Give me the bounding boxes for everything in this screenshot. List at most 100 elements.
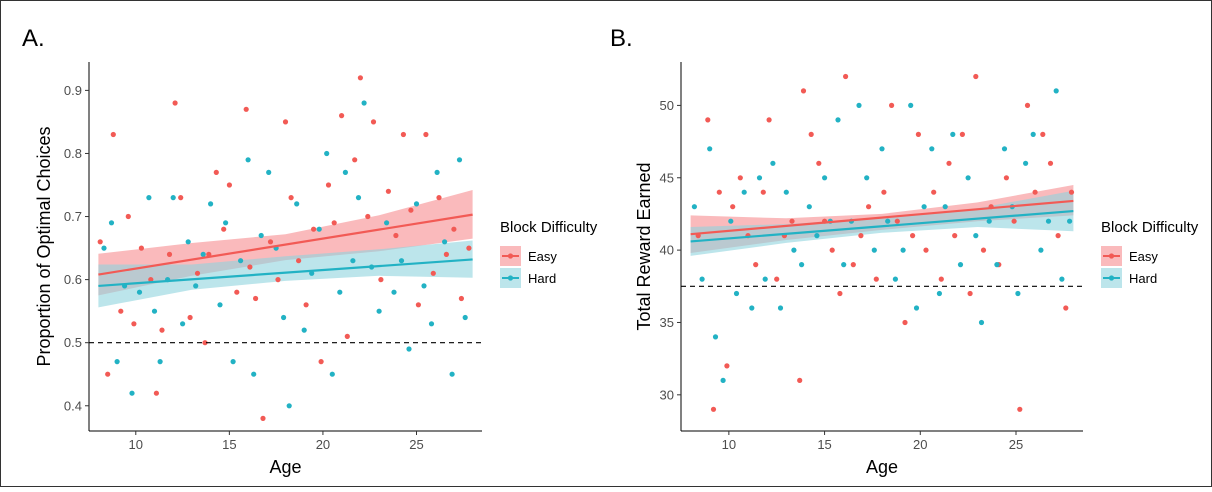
data-point-easy	[866, 204, 872, 210]
data-point-easy	[296, 258, 302, 264]
data-point-easy	[458, 295, 464, 302]
data-point-hard	[208, 201, 214, 207]
legend-entry-easy: Easy	[528, 249, 557, 264]
data-point-hard	[921, 204, 927, 210]
data-point-hard	[337, 289, 343, 295]
data-point-hard	[856, 102, 862, 108]
data-point-hard	[777, 305, 784, 311]
data-point-easy	[724, 363, 730, 369]
data-point-hard	[286, 403, 292, 409]
data-point-hard	[245, 157, 251, 163]
x-axis-title: Age	[866, 457, 898, 477]
x-axis-title: Age	[269, 457, 301, 477]
data-point-easy	[797, 377, 803, 383]
panel-label: A.	[22, 25, 45, 52]
data-point-easy	[138, 245, 144, 251]
data-point-hard	[462, 314, 468, 321]
data-point-easy	[737, 175, 743, 181]
data-point-hard	[965, 175, 971, 181]
data-point-easy	[774, 276, 780, 282]
panel-label: B.	[610, 25, 633, 52]
data-point-hard	[942, 204, 948, 210]
data-point-hard	[342, 169, 348, 175]
y-axis-title: Proportion of Optimal Choices	[34, 126, 54, 366]
data-point-hard	[185, 239, 191, 245]
x-tick-label: 20	[913, 437, 927, 452]
legend-key-point-hard	[507, 275, 514, 281]
data-point-easy	[760, 189, 766, 195]
legend-title: Block Difficulty	[500, 219, 598, 236]
data-point-hard	[973, 233, 979, 239]
x-tick-label: 10	[129, 437, 143, 452]
data-point-easy	[967, 290, 973, 297]
y-tick-label: 0.5	[64, 335, 82, 350]
data-point-easy	[131, 321, 137, 327]
data-point-easy	[1017, 406, 1023, 412]
data-point-easy	[889, 102, 895, 108]
data-point-easy	[881, 189, 887, 195]
data-point-hard	[406, 346, 412, 352]
data-point-easy	[789, 218, 795, 224]
data-point-hard	[398, 258, 405, 264]
data-point-easy	[352, 157, 358, 163]
data-point-hard	[841, 262, 847, 268]
x-tick-label: 15	[817, 437, 831, 452]
data-point-hard	[217, 302, 223, 308]
data-point-hard	[223, 220, 229, 226]
data-point-hard	[251, 371, 257, 377]
data-point-hard	[1053, 88, 1059, 94]
data-point-easy	[275, 277, 281, 283]
data-point-hard	[391, 289, 397, 295]
data-point-hard	[986, 218, 992, 224]
data-point-easy	[466, 245, 472, 251]
data-point-easy	[1011, 218, 1017, 224]
data-point-easy	[172, 100, 178, 106]
data-point-easy	[247, 264, 253, 270]
x-tick-label: 15	[222, 437, 236, 452]
data-point-hard	[238, 258, 244, 264]
data-point-hard	[146, 195, 152, 201]
data-point-hard	[413, 201, 420, 207]
legend-key-point-easy	[507, 253, 514, 259]
x-tick-label: 25	[409, 437, 423, 452]
data-point-easy	[243, 106, 249, 112]
data-point-hard	[749, 305, 755, 311]
data-point-hard	[329, 371, 335, 377]
data-point-easy	[946, 160, 952, 166]
data-point-easy	[938, 276, 944, 282]
fit-line-hard	[690, 209, 1074, 243]
data-point-hard	[294, 201, 300, 207]
data-point-easy	[1003, 175, 1010, 181]
data-point-hard	[170, 195, 176, 201]
data-point-hard	[456, 157, 463, 163]
data-point-hard	[114, 359, 120, 365]
data-point-easy	[159, 327, 165, 333]
data-point-easy	[1055, 233, 1061, 239]
data-point-easy	[829, 247, 835, 253]
data-point-hard	[950, 131, 956, 137]
data-point-easy	[436, 195, 442, 201]
data-point-hard	[885, 218, 891, 224]
data-point-easy	[931, 189, 937, 195]
data-point-hard	[281, 314, 287, 321]
y-tick-label: 45	[660, 170, 674, 185]
data-point-hard	[151, 308, 158, 314]
data-point-easy	[1024, 102, 1031, 108]
fit-line-hard	[98, 258, 473, 288]
data-point-easy	[253, 295, 259, 302]
data-point-easy	[357, 75, 363, 81]
data-point-easy	[194, 270, 201, 276]
data-point-easy	[705, 117, 711, 123]
data-point-hard	[442, 239, 448, 245]
data-point-hard	[421, 283, 427, 289]
data-point-hard	[1038, 247, 1044, 253]
data-point-easy	[858, 233, 864, 239]
data-point-hard	[193, 283, 199, 289]
data-point-easy	[318, 359, 324, 365]
data-point-hard	[913, 305, 920, 311]
data-point-easy	[973, 73, 979, 80]
data-point-easy	[311, 226, 317, 232]
data-point-hard	[936, 290, 943, 297]
